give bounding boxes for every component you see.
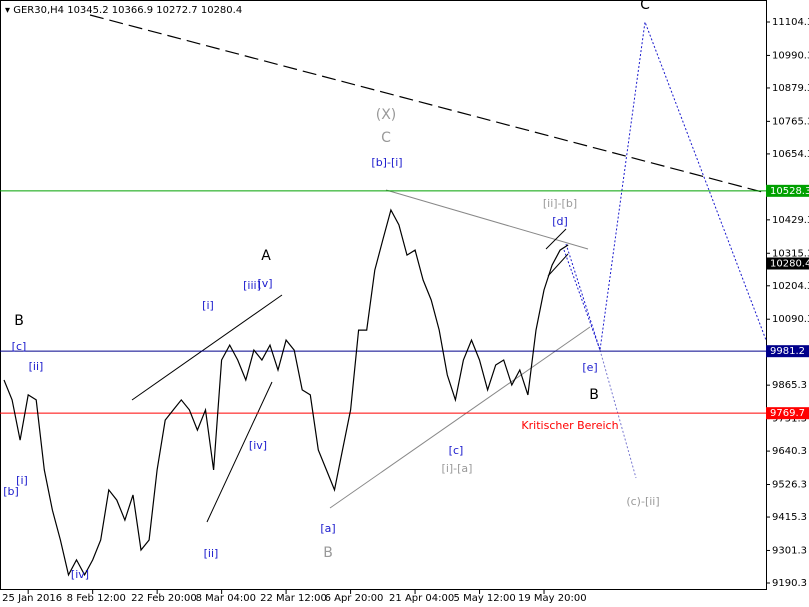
wave-label: B xyxy=(589,387,599,403)
x-tick-label: 6 Apr 20:00 xyxy=(325,593,384,604)
wave-label: B xyxy=(323,545,333,561)
wave-label: B xyxy=(14,313,24,329)
close: 10280.4 xyxy=(201,5,242,16)
wave-label: [iv] xyxy=(249,439,267,452)
wave-label: A xyxy=(261,248,271,264)
wave-label: [a] xyxy=(320,522,335,535)
wave-label: C xyxy=(381,130,391,146)
high: 10366.9 xyxy=(112,5,153,16)
wave-label: (X) xyxy=(376,107,397,123)
level-label: 10528.3 xyxy=(770,186,809,197)
wave-label: [b] xyxy=(3,485,19,498)
y-tick-label: 9526.3 xyxy=(772,480,807,491)
wave-label: [i]-[a] xyxy=(442,462,473,475)
trend-line xyxy=(547,253,569,277)
y-tick-label: 9640.3 xyxy=(772,446,807,457)
y-tick-label: 9301.3 xyxy=(772,545,807,556)
x-tick-label: 21 Apr 04:00 xyxy=(389,593,454,604)
trend-line xyxy=(545,228,567,250)
y-tick-label: 10429.3 xyxy=(772,215,809,226)
projection-path xyxy=(563,249,601,351)
y-tick-label: 9865.3 xyxy=(772,380,807,391)
x-tick-label: 25 Jan 2016 xyxy=(2,593,62,604)
trend-line xyxy=(131,294,283,401)
y-tick-label: 10204.3 xyxy=(772,281,809,292)
x-tick-label: 5 May 12:00 xyxy=(454,593,516,604)
wave-label: (c)-[ii] xyxy=(626,495,659,508)
y-tick-label: 9415.3 xyxy=(772,512,807,523)
x-tick-label: 22 Mar 12:00 xyxy=(260,593,327,604)
wave-label: [d] xyxy=(552,215,568,228)
wave-label: [ii] xyxy=(29,360,44,373)
trend-line xyxy=(206,381,273,523)
symbol: GER30,H4 xyxy=(13,5,64,16)
level-label-box xyxy=(766,345,809,358)
wave-label: Kritischer Bereich xyxy=(521,419,618,432)
y-tick-label: 10654.3 xyxy=(772,149,809,160)
y-tick-label: 9190.3 xyxy=(772,578,807,589)
plot-frame xyxy=(0,0,767,590)
wave-label: [iv] xyxy=(71,568,89,581)
x-tick-label: 8 Feb 12:00 xyxy=(67,593,126,604)
level-label: 9769.7 xyxy=(770,408,805,419)
trend-line xyxy=(89,14,767,194)
wave-label: [iii] xyxy=(243,279,261,292)
projection-path xyxy=(565,21,767,351)
wave-label: [ii] xyxy=(204,547,219,560)
y-tick-label: 11104.3 xyxy=(772,17,809,28)
y-tick-label: 10879.3 xyxy=(772,83,809,94)
y-tick-label: 10765.3 xyxy=(772,116,809,127)
y-tick-label: 10315.3 xyxy=(772,248,809,259)
x-tick-label: 22 Feb 20:00 xyxy=(131,593,197,604)
header: ▾ GER30,H4 10345.2 10366.9 10272.7 10280… xyxy=(5,5,242,16)
wave-label: C xyxy=(640,0,650,13)
open: 10345.2 xyxy=(67,5,108,16)
y-tick-label: 10990.3 xyxy=(772,50,809,61)
trend-line xyxy=(329,326,591,509)
wave-label: [c] xyxy=(449,444,464,457)
wave-label: [e] xyxy=(582,361,597,374)
wave-label: [i] xyxy=(202,299,214,312)
wave-label: [v] xyxy=(257,277,272,290)
x-tick-label: 8 Mar 04:00 xyxy=(196,593,256,604)
low: 10272.7 xyxy=(156,5,197,16)
price-label-box xyxy=(766,257,809,270)
wave-label: [b]-[i] xyxy=(371,156,402,169)
wave-label: [ii]-[b] xyxy=(543,197,577,210)
level-label: 9981.2 xyxy=(770,346,805,357)
level-label-box xyxy=(766,184,809,197)
projection-path xyxy=(599,349,637,479)
wave-label: [c] xyxy=(12,340,27,353)
y-tick-label: 10090.3 xyxy=(772,314,809,325)
level-label-box xyxy=(766,407,809,420)
trend-line xyxy=(385,189,589,250)
wave-label: [i] xyxy=(16,474,28,487)
price-line xyxy=(3,208,569,577)
price-label: 10280.4 xyxy=(770,258,809,269)
x-tick-label: 19 May 20:00 xyxy=(518,593,587,604)
